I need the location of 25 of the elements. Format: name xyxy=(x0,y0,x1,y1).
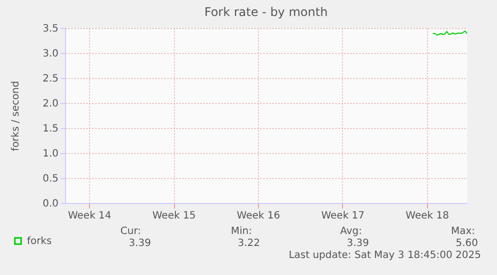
y-tick-label: 0.5 xyxy=(42,174,58,184)
x-tick-label: Week 17 xyxy=(321,210,365,222)
x-tick-label: Week 14 xyxy=(68,210,112,222)
legend-label: forks xyxy=(27,236,52,247)
y-tick-label: 2.5 xyxy=(42,74,58,84)
y-tick-label: 3.0 xyxy=(42,48,58,60)
text: Min: xyxy=(230,226,252,237)
text: Last update: Sat May 3 18:45:00 2025 xyxy=(288,250,481,261)
text: 3.39 xyxy=(346,238,369,249)
text: 3.22 xyxy=(238,238,260,249)
y-tick-label: 1.0 xyxy=(42,148,58,160)
chart-title: Fork rate - by month xyxy=(204,5,328,19)
text: Cur: xyxy=(120,226,141,237)
x-tick-label: Week 18 xyxy=(406,210,449,222)
text: 3.39 xyxy=(128,238,151,249)
y-tick-label: 0.0 xyxy=(42,198,58,210)
y-tick-label: 3.5 xyxy=(42,24,58,34)
text: 5.60 xyxy=(456,238,478,249)
x-tick-label: Week 15 xyxy=(152,210,196,222)
y-tick-label: 2.0 xyxy=(42,98,58,110)
text: Avg: xyxy=(340,226,362,237)
y-tick-label: 1.5 xyxy=(42,124,58,134)
y-axis-title: forks / second xyxy=(10,80,22,152)
text: Max: xyxy=(450,226,475,237)
x-tick-label: Week 16 xyxy=(236,210,280,222)
